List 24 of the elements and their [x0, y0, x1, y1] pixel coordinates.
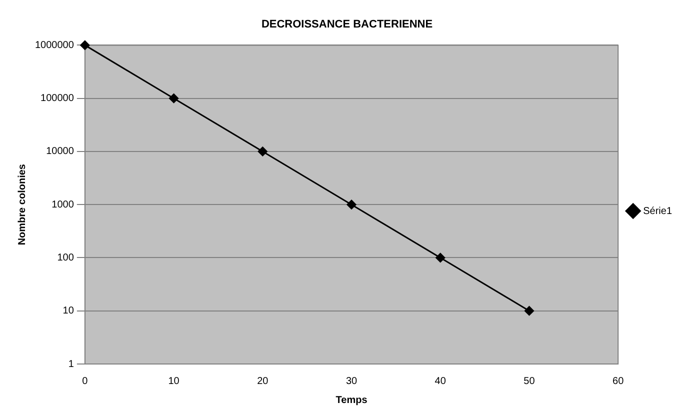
x-tick-label: 10: [168, 376, 180, 387]
y-tick-label: 100: [57, 252, 74, 264]
y-tick-label: 10000: [46, 146, 74, 158]
x-tick-label: 30: [346, 376, 358, 387]
point: [258, 146, 268, 156]
x-tick-label: 0: [82, 376, 88, 387]
y-tick-label: 100000: [40, 93, 74, 104]
point: [346, 200, 356, 210]
x-tick-label: 20: [257, 376, 269, 387]
point: [436, 252, 446, 262]
x-tick-label: 50: [524, 376, 536, 387]
y-tick-label: 10: [62, 306, 74, 317]
x-tick-label: 60: [612, 376, 624, 387]
point: [524, 306, 534, 316]
legend-label: Série1: [643, 206, 672, 217]
y-axis-title: Nombre colonies: [16, 164, 28, 246]
y-tick-label: 1: [68, 358, 74, 370]
chart-title: DECROISSANCE BACTERIENNE: [261, 18, 433, 31]
x-axis-title: Temps: [336, 394, 368, 406]
x-tick-label: 40: [434, 376, 446, 387]
point: [80, 40, 90, 50]
y-tick-label: 1000000: [34, 40, 74, 51]
y-tick-label: 1000: [52, 199, 74, 210]
point: [169, 94, 179, 104]
